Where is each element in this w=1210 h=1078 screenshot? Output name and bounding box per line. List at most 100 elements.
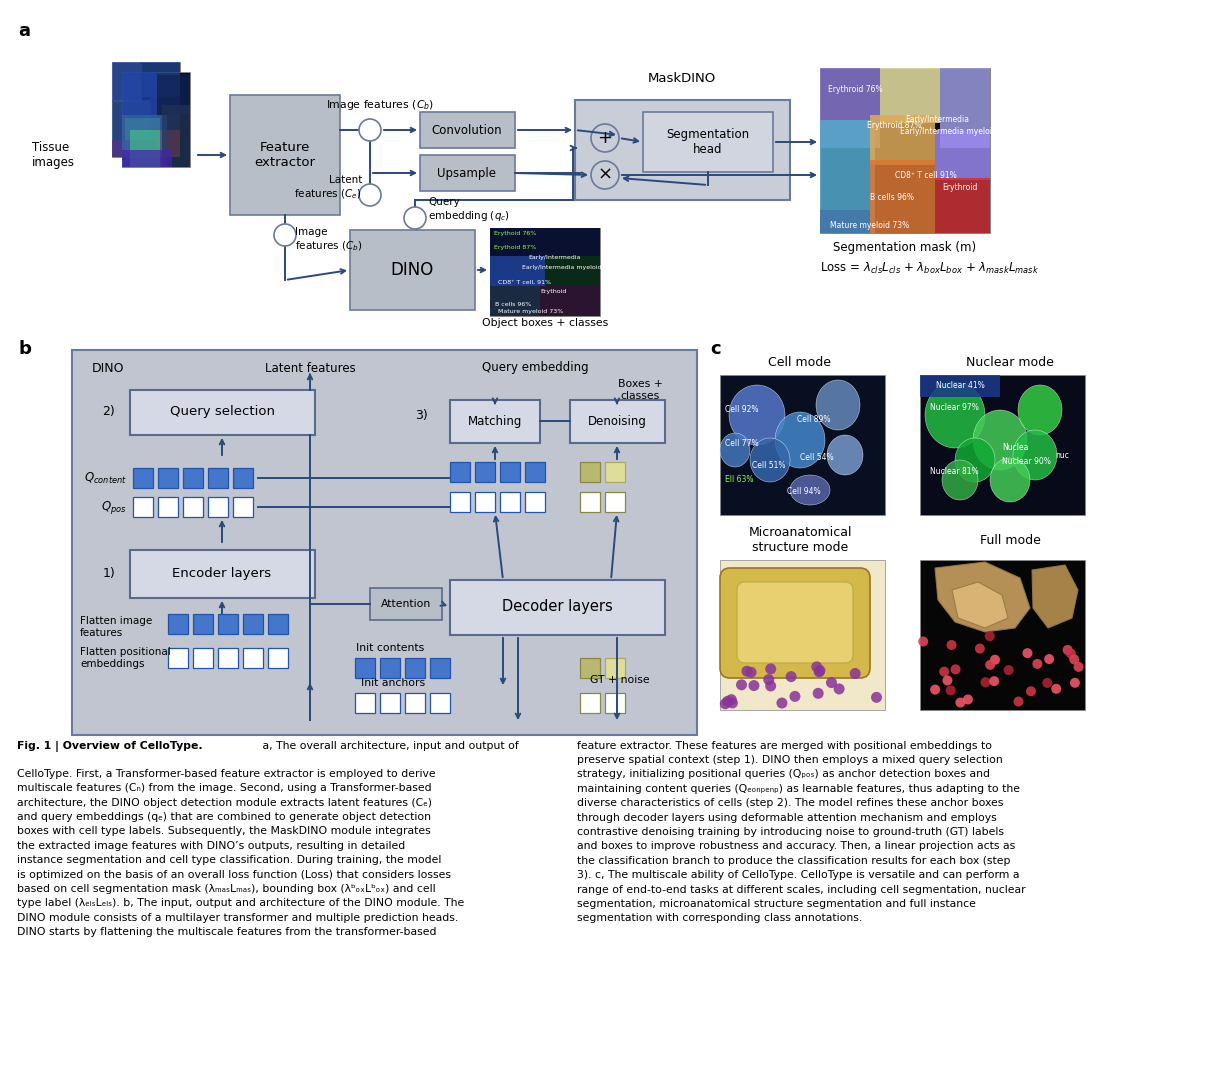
Text: Early/Intermedia: Early/Intermedia [528, 255, 581, 261]
Circle shape [1070, 654, 1079, 664]
Bar [525, 492, 544, 512]
Text: Attention: Attention [381, 599, 431, 609]
Text: Decoder layers: Decoder layers [502, 599, 612, 614]
Text: Query selection: Query selection [169, 405, 275, 418]
Circle shape [742, 666, 753, 677]
Bar [500, 462, 520, 482]
Bar [113, 63, 142, 102]
Bar [820, 68, 990, 233]
Bar [267, 614, 288, 634]
Text: CD8⁺ T cell 91%: CD8⁺ T cell 91% [895, 170, 957, 180]
Bar [113, 63, 180, 157]
Bar [430, 658, 450, 678]
Circle shape [943, 676, 952, 686]
Text: a: a [18, 22, 30, 40]
Text: Init contents: Init contents [356, 642, 425, 653]
Circle shape [975, 644, 985, 653]
Text: Segmentation
head: Segmentation head [667, 128, 749, 156]
Circle shape [1066, 648, 1076, 659]
Circle shape [1042, 678, 1053, 688]
Text: Nuclear 90%: Nuclear 90% [1002, 457, 1050, 467]
Text: Erythoid: Erythoid [540, 290, 566, 294]
Text: GT + noise: GT + noise [590, 675, 650, 685]
Circle shape [745, 667, 756, 678]
Ellipse shape [720, 433, 750, 467]
Bar [129, 390, 315, 436]
Circle shape [985, 631, 995, 641]
Circle shape [918, 636, 928, 647]
Bar [450, 492, 469, 512]
Bar [125, 118, 160, 158]
Bar [820, 210, 870, 233]
Bar [430, 693, 450, 713]
Circle shape [777, 697, 788, 708]
Bar [880, 68, 940, 123]
Circle shape [826, 677, 837, 688]
Bar [420, 112, 515, 148]
Polygon shape [935, 562, 1030, 632]
Circle shape [849, 668, 860, 679]
Bar [218, 648, 238, 668]
Bar [920, 375, 1085, 515]
Text: $Q_{pos}$: $Q_{pos}$ [102, 498, 127, 515]
Text: a, The overall architecture, input and output of: a, The overall architecture, input and o… [259, 741, 519, 750]
Circle shape [985, 660, 995, 669]
Bar [380, 693, 401, 713]
Bar [820, 120, 875, 233]
Bar [234, 497, 253, 517]
Polygon shape [1032, 565, 1078, 628]
Text: CD8⁺ T cell, 91%: CD8⁺ T cell, 91% [499, 279, 551, 285]
Bar [129, 130, 160, 167]
Text: Erythroid 76%: Erythroid 76% [828, 85, 882, 95]
Circle shape [404, 207, 426, 229]
Bar [605, 492, 626, 512]
Bar [168, 614, 188, 634]
Bar [122, 115, 167, 167]
Bar [920, 375, 999, 397]
Circle shape [1073, 662, 1083, 672]
Text: DINO: DINO [92, 361, 125, 374]
Circle shape [930, 685, 940, 694]
Text: Loss = $\lambda_{cls}L_{cls}$ + $\lambda_{box}L_{box}$ + $\lambda_{mask}L_{mask}: Loss = $\lambda_{cls}L_{cls}$ + $\lambda… [820, 261, 1039, 276]
Text: Convolution: Convolution [432, 124, 502, 137]
Text: nuc: nuc [1055, 451, 1068, 459]
Bar [720, 559, 885, 710]
Bar [155, 130, 180, 157]
Text: Segmentation mask (m): Segmentation mask (m) [834, 241, 976, 254]
Bar [476, 492, 495, 512]
Text: +: + [598, 129, 612, 147]
Text: Tissue
images: Tissue images [31, 141, 75, 169]
Ellipse shape [955, 438, 995, 482]
Bar [230, 95, 340, 215]
Text: Image features ($C_b$): Image features ($C_b$) [325, 98, 434, 112]
Bar [450, 462, 469, 482]
Text: DINO: DINO [391, 261, 433, 279]
Text: Nuclear 97%: Nuclear 97% [930, 402, 979, 412]
Bar [157, 75, 190, 115]
Circle shape [946, 640, 957, 650]
Bar [490, 229, 600, 255]
Circle shape [359, 119, 381, 141]
Circle shape [764, 674, 774, 686]
Bar [870, 115, 935, 165]
Circle shape [834, 683, 845, 694]
Ellipse shape [943, 460, 978, 500]
Bar [935, 178, 990, 233]
Bar [234, 468, 253, 488]
Bar [935, 130, 990, 180]
Circle shape [765, 680, 776, 691]
Circle shape [980, 677, 991, 687]
Text: 1): 1) [103, 567, 115, 580]
Bar [194, 648, 213, 668]
Text: Erythroid: Erythroid [943, 182, 978, 192]
Bar [194, 614, 213, 634]
Bar [133, 468, 152, 488]
Text: CelloType. First, a Transformer-based feature extractor is employed to derive
mu: CelloType. First, a Transformer-based fe… [17, 769, 465, 937]
Bar [525, 462, 544, 482]
Bar [183, 497, 203, 517]
Text: ×: × [598, 166, 612, 184]
Circle shape [1051, 683, 1061, 694]
Bar [940, 68, 990, 148]
Circle shape [871, 692, 882, 703]
Bar [73, 350, 697, 735]
